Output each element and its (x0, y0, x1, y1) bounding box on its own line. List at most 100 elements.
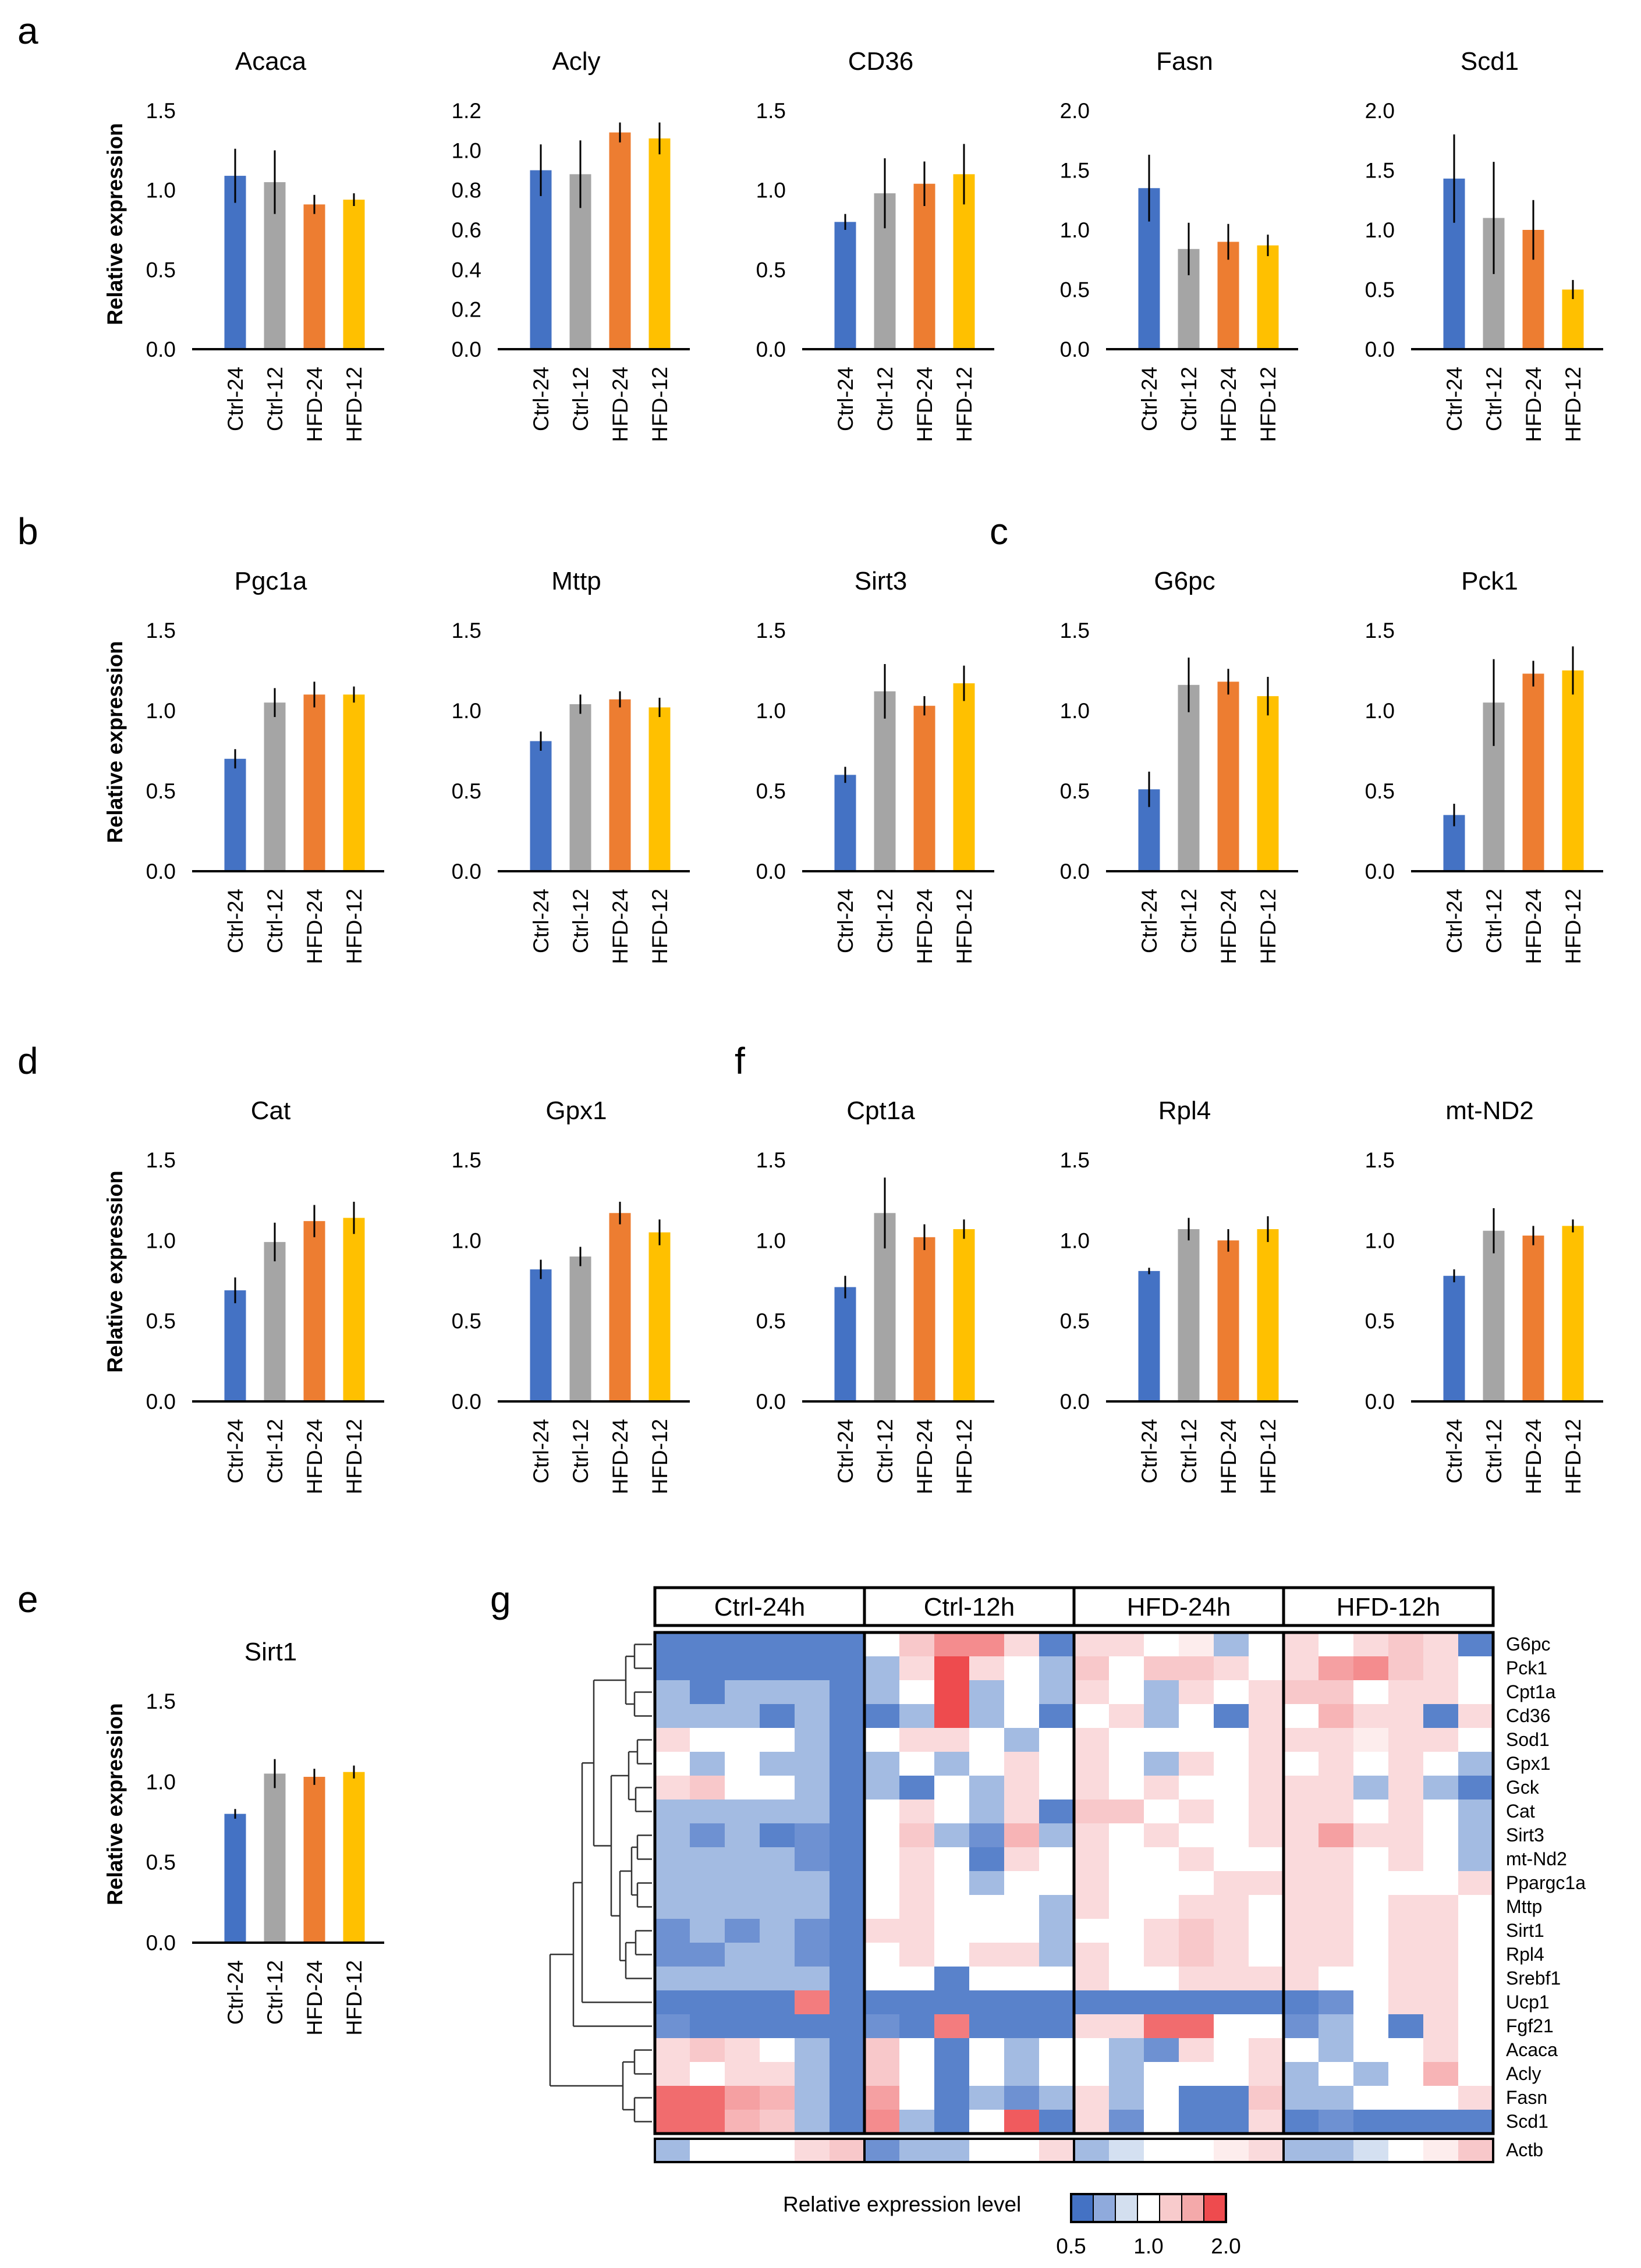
heatmap-cell (1214, 1632, 1249, 1657)
bar-hfd-12 (1562, 1226, 1584, 1401)
heatmap-cell (1074, 1847, 1110, 1872)
heatmap-cell (1214, 2086, 1249, 2110)
y-tick-label: 0.0 (1060, 860, 1090, 883)
x-tick-label: Ctrl-24 (529, 367, 553, 431)
heatmap-cell (1004, 1871, 1040, 1896)
heatmap-cell (760, 2014, 795, 2039)
legend-swatch (1159, 2194, 1182, 2223)
heatmap-cell (690, 2086, 725, 2110)
heatmap-cell (1319, 1632, 1354, 1657)
heatmap-cell (864, 1752, 900, 1776)
heatmap-cell (1179, 1871, 1214, 1896)
x-tick-label: HFD-24 (303, 1960, 327, 2036)
heatmap-cell (864, 1967, 900, 1991)
heatmap-cell (1388, 1967, 1424, 1991)
heatmap-cell (1353, 1871, 1389, 1896)
reference-row-label: Actb (1506, 2139, 1543, 2160)
heatmap-cell (830, 1895, 865, 1919)
heatmap-cell (760, 1752, 795, 1776)
heatmap-cell (934, 1847, 970, 1872)
row-label-cd36: Cd36 (1506, 1705, 1551, 1726)
x-tick-label: HFD-24 (1522, 1419, 1546, 1495)
heatmap-cell (655, 1847, 690, 1872)
heatmap-cell (1179, 1704, 1214, 1728)
chart-title: Mttp (551, 567, 601, 595)
x-tick-label: Ctrl-12 (873, 889, 897, 953)
heatmap-cell (655, 1895, 690, 1919)
heatmap-cell (1214, 1919, 1249, 1943)
heatmap-cell (1144, 2038, 1179, 2063)
heatmap-cell (1039, 2014, 1075, 2039)
reference-cell (969, 2139, 1005, 2162)
heatmap-cell (934, 1776, 970, 1800)
heatmap-cell (934, 1895, 970, 1919)
heatmap-cell (1179, 1943, 1214, 1967)
heatmap-cell (1039, 1656, 1075, 1681)
bar-ctrl-12 (569, 704, 591, 871)
heatmap-cell (1039, 1871, 1075, 1896)
heatmap-cell (1109, 2110, 1144, 2134)
x-tick-label: Ctrl-24 (529, 889, 553, 953)
heatmap-cell (830, 2062, 865, 2086)
heatmap-cell (969, 1871, 1005, 1896)
y-tick-label: 1.0 (146, 179, 176, 203)
heatmap-cell (760, 1895, 795, 1919)
heatmap-cell (1319, 1990, 1354, 2015)
y-tick-label: 1.5 (146, 99, 176, 123)
x-tick-label: HFD-12 (648, 367, 672, 442)
heatmap-cell (1284, 1943, 1319, 1967)
heatmap-cell (760, 1800, 795, 1824)
chart-acly: Acly 0.0 0.2 0.4 0.6 0.8 1.0 1.2 Ctrl-24 Ctrl-12 H… (452, 47, 690, 442)
reference-cell (1284, 2139, 1319, 2162)
legend-title: Relative expression level (783, 2192, 1021, 2216)
heatmap-cell (830, 2086, 865, 2110)
y-tick-label: 0.5 (146, 1851, 176, 1875)
bar-hfd-24 (1217, 682, 1239, 871)
y-tick-label: 0.0 (1060, 338, 1090, 361)
x-tick-label: Ctrl-12 (873, 1419, 897, 1483)
x-tick-label: Ctrl-24 (834, 1419, 857, 1483)
heatmap-cell (1144, 1704, 1179, 1728)
heatmap-cell (934, 1680, 970, 1705)
row-label-cat: Cat (1506, 1801, 1535, 1822)
heatmap-cell (1004, 1895, 1040, 1919)
heatmap-cell (725, 1728, 760, 1752)
heatmap-cell (1353, 1967, 1389, 1991)
heatmap-cell (969, 1656, 1005, 1681)
heatmap-cell (1039, 2038, 1075, 2063)
heatmap-cell (1353, 1943, 1389, 1967)
heatmap-cell (1353, 2062, 1389, 2086)
heatmap-cell (1319, 1728, 1354, 1752)
heatmap-cell (1249, 1967, 1284, 1991)
bar-hfd-12 (953, 1229, 975, 1401)
heatmap-cell (1249, 1895, 1284, 1919)
heatmap-cell (655, 1967, 690, 1991)
heatmap-cell (1388, 2038, 1424, 2063)
heatmap-cell (690, 1752, 725, 1776)
heatmap-cell (795, 2110, 830, 2134)
y-tick-label: 0.5 (452, 779, 481, 803)
heatmap-cell (1388, 1632, 1424, 1657)
heatmap-cell (1319, 1776, 1354, 1800)
legend-swatch (1115, 2194, 1138, 2223)
y-tick-label: 0.5 (452, 1309, 481, 1333)
heatmap-cell (1179, 1632, 1214, 1657)
heatmap-cell (1074, 1704, 1110, 1728)
x-tick-label: HFD-12 (1256, 367, 1280, 442)
heatmap-cell (1284, 2110, 1319, 2134)
reference-cell (1319, 2139, 1354, 2162)
heatmap-cell (1284, 1871, 1319, 1896)
y-tick-label: 1.5 (1060, 159, 1090, 183)
heatmap-cell (1284, 1704, 1319, 1728)
x-tick-label: HFD-12 (952, 889, 976, 964)
heatmap-cell (1353, 1990, 1389, 2015)
heatmap-cell (934, 2086, 970, 2110)
heatmap-cell (725, 1752, 760, 1776)
heatmap-cell (1319, 2014, 1354, 2039)
heatmap-cell (864, 2014, 900, 2039)
y-tick-label: 0.5 (146, 779, 176, 803)
bar-hfd-24 (1217, 1240, 1239, 1401)
heatmap-cell (1319, 1656, 1354, 1681)
heatmap-cell (1179, 1990, 1214, 2015)
